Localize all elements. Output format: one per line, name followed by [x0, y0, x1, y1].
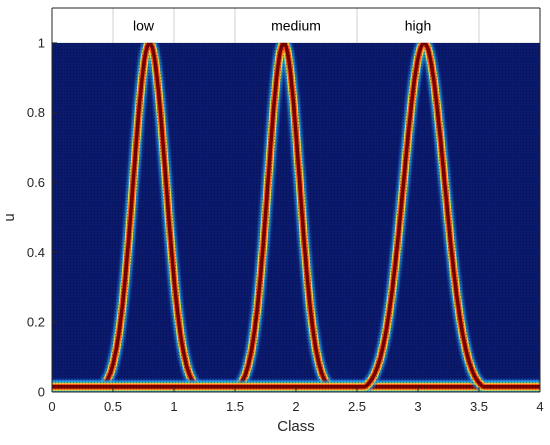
x-tick-label: 0: [48, 399, 55, 414]
y-tick-label: 0.8: [27, 105, 45, 120]
y-tick-label: 1: [38, 35, 45, 50]
x-tick-label: 2: [292, 399, 299, 414]
band-label-high: high: [405, 17, 431, 33]
x-tick-label: 3.5: [470, 399, 488, 414]
y-tick-label: 0.4: [27, 245, 45, 260]
x-tick-label: 3: [414, 399, 421, 414]
y-axis-label: u: [1, 213, 18, 221]
x-tick-label: 4: [536, 399, 543, 414]
band-label-low: low: [133, 17, 155, 33]
y-axis-ticks: 0 0.2 0.4 0.6 0.8 1: [27, 35, 57, 400]
x-tick-label: 1.5: [226, 399, 244, 414]
x-tick-label: 1: [170, 399, 177, 414]
texture-overlay: [52, 42, 540, 393]
band-header: low medium high: [52, 8, 540, 43]
y-tick-label: 0.2: [27, 315, 45, 330]
x-tick-label: 0.5: [104, 399, 122, 414]
y-tick-label: 0.6: [27, 175, 45, 190]
x-axis-ticks: 0 0.5 1 1.5 2 2.5 3 3.5 4: [48, 387, 544, 414]
y-tick-label: 0: [38, 385, 45, 400]
band-label-medium: medium: [271, 17, 321, 33]
x-axis-label: Class: [277, 418, 315, 435]
header-strip: [52, 8, 540, 43]
x-tick-label: 2.5: [348, 399, 366, 414]
